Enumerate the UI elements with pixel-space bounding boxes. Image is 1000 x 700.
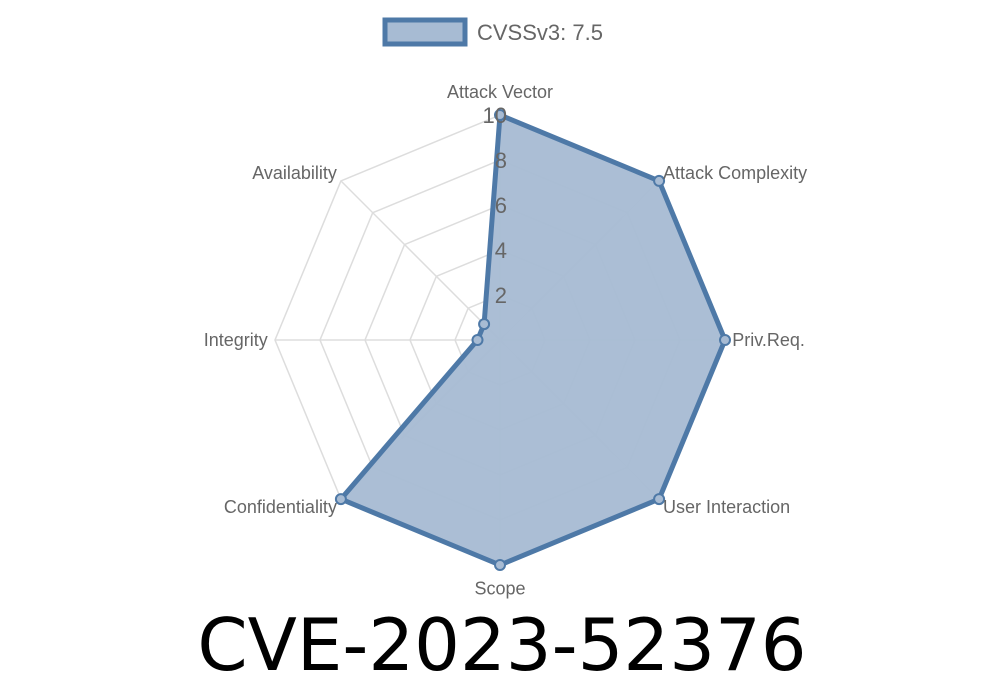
- tick-label: 2: [495, 283, 507, 308]
- axis-label: Attack Complexity: [663, 163, 807, 183]
- grid-spoke: [340, 180, 501, 341]
- series: [334, 109, 731, 571]
- data-point: [494, 559, 506, 571]
- legend-swatch: [382, 17, 468, 47]
- axis-label: Availability: [252, 163, 337, 183]
- data-point: [719, 334, 731, 346]
- chart-title: CVE-2023-52376: [197, 603, 806, 687]
- legend-label: CVSSv3: 7.5: [477, 20, 603, 45]
- axis-label: User Interaction: [663, 497, 790, 517]
- tick-label: 10: [483, 103, 507, 128]
- data-point: [653, 493, 666, 506]
- axis-label: Attack Vector: [447, 82, 553, 102]
- axis-labels: Attack Vector Attack Complexity Priv.Req. U…: [204, 82, 807, 599]
- data-point: [471, 334, 484, 346]
- tick-labels: 2 4 6 8 10: [483, 103, 507, 308]
- tick-label: 6: [495, 193, 507, 218]
- data-point: [653, 174, 666, 187]
- axis-label: Integrity: [204, 330, 268, 350]
- tick-label: 8: [495, 148, 507, 173]
- data-point: [494, 109, 506, 121]
- data-point: [334, 493, 347, 506]
- axis-label: Confidentiality: [224, 497, 337, 517]
- tick-label: 4: [495, 238, 507, 263]
- legend[interactable]: CVSSv3: 7.5: [382, 17, 603, 47]
- axis-label: Priv.Req.: [732, 330, 805, 350]
- data-point: [478, 318, 491, 331]
- axis-label: Scope: [474, 578, 525, 598]
